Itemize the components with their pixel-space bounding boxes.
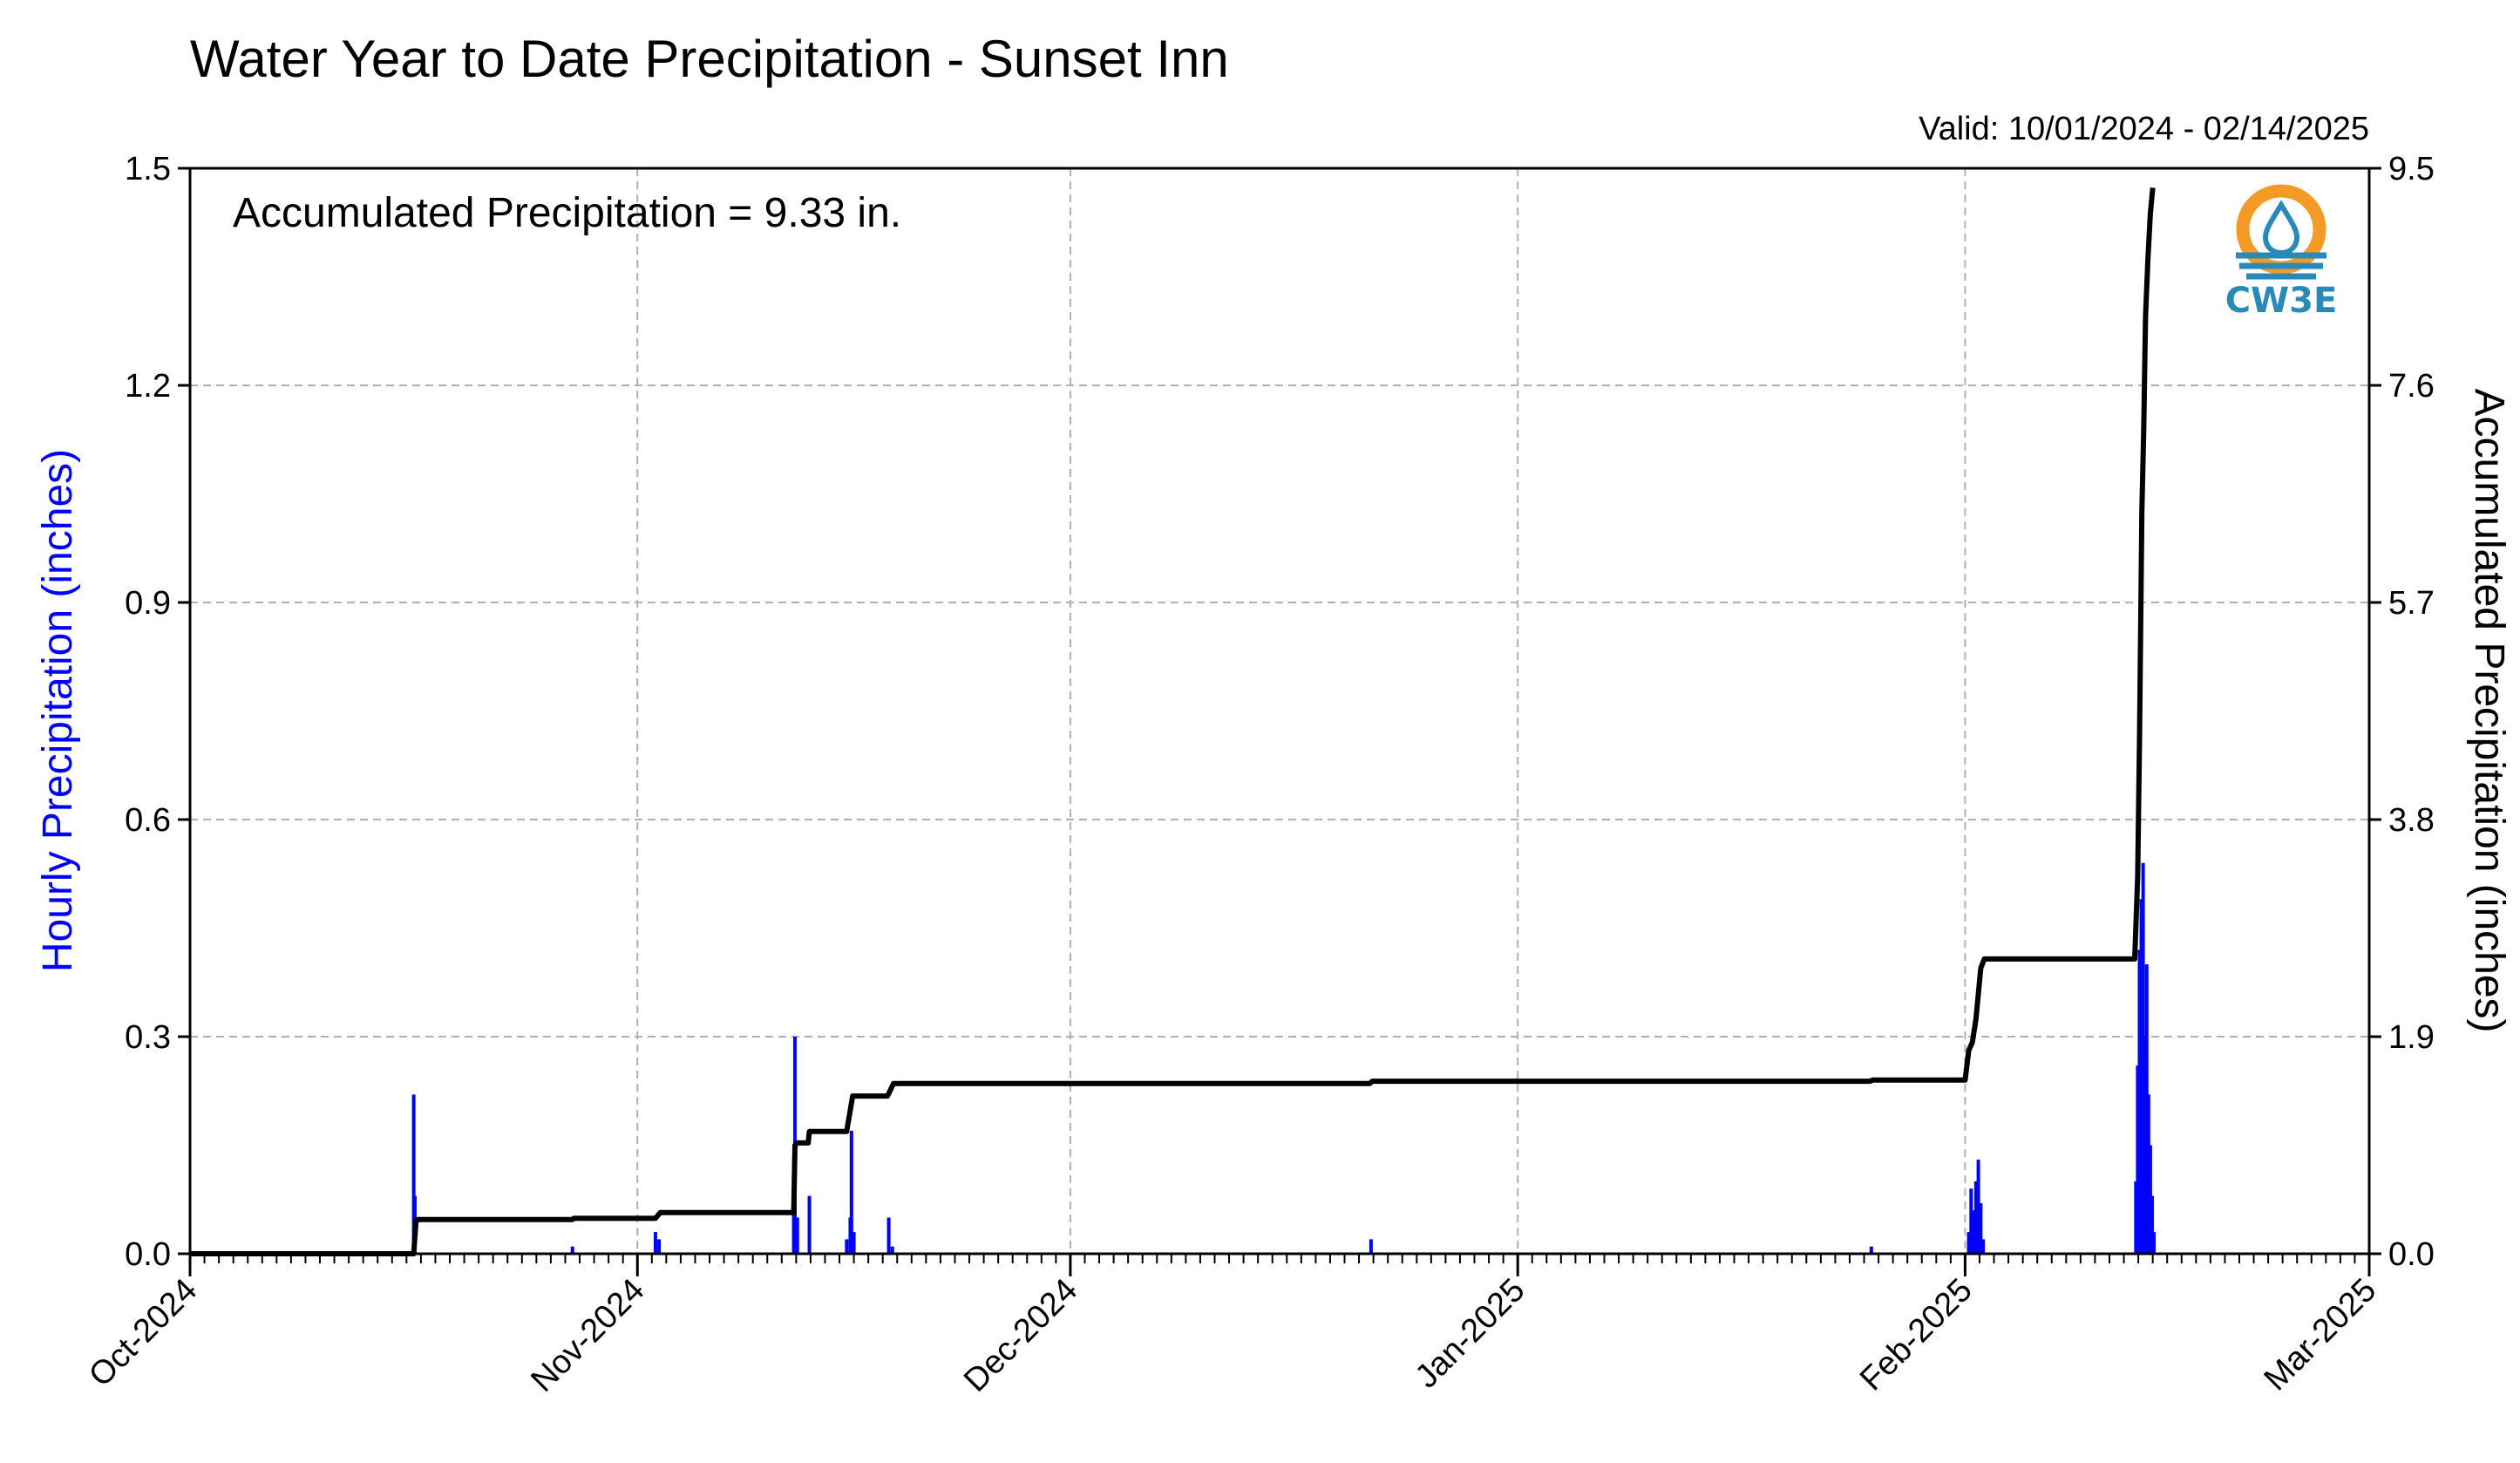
hourly-bar <box>1979 1202 1983 1254</box>
hourly-bar <box>2136 1065 2140 1254</box>
y-tick-label: 1.2 <box>125 368 171 405</box>
y-axis-left-label: Hourly Precipitation (inches) <box>35 449 81 972</box>
hourly-bar <box>1972 1210 1976 1254</box>
x-tick-label: Mar-2025 <box>2258 1272 2384 1398</box>
x-tick-label: Jan-2025 <box>1409 1272 1532 1396</box>
hourly-bar <box>1966 1232 1971 1254</box>
hourly-bar <box>886 1217 891 1254</box>
hourly-bar <box>411 1094 416 1254</box>
hourly-bar <box>890 1246 894 1254</box>
y-tick-label: 0.3 <box>125 1019 171 1056</box>
accumulated-total-annotation: Accumulated Precipitation = 9.33 in. <box>233 190 901 236</box>
plot-frame <box>188 167 2371 1255</box>
hourly-bar <box>1981 1239 1986 1254</box>
accumulated-line-layer <box>190 187 2156 1256</box>
accumulated-line <box>190 187 2156 1256</box>
hourly-bar <box>570 1246 574 1254</box>
hourly-bar <box>1976 1160 1980 1254</box>
hourly-bar <box>657 1239 662 1254</box>
hourly-bar <box>795 1217 799 1254</box>
x-tick-label: Nov-2024 <box>524 1272 651 1399</box>
y2-tick-label: 3.8 <box>2388 802 2435 839</box>
logo-drop-icon <box>2262 200 2300 256</box>
grid-lines <box>190 168 2369 1254</box>
hourly-bar <box>1973 1181 1978 1254</box>
x-tick-label: Feb-2025 <box>1853 1272 1980 1398</box>
hourly-bar <box>2144 964 2149 1254</box>
hourly-bar <box>849 1130 853 1254</box>
hourly-bar <box>1869 1246 1873 1254</box>
chart-title: Water Year to Date Precipitation - Sunse… <box>190 30 1229 88</box>
hourly-bar <box>1969 1188 1973 1254</box>
hourly-bar <box>807 1195 812 1254</box>
hourly-bar <box>845 1239 849 1254</box>
cw3e-logo: CW3E <box>2225 184 2338 321</box>
hourly-bar <box>2141 862 2145 1254</box>
hourly-bar <box>653 1232 657 1254</box>
y-axis-right: 0.0 1.9 3.8 5.7 7.6 9.5 <box>2369 151 2435 1273</box>
hourly-bar <box>2148 1145 2152 1254</box>
y-tick-label: 0.0 <box>125 1236 171 1273</box>
valid-range: Valid: 10/01/2024 - 02/14/2025 <box>1919 111 2369 147</box>
y2-tick-label: 7.6 <box>2388 368 2435 405</box>
logo-waves <box>2236 252 2326 280</box>
y2-tick-label: 1.9 <box>2388 1019 2435 1056</box>
x-axis: Oct-2024 Nov-2024 Dec-2024 Jan-2025 Feb-2025… <box>82 1254 2383 1399</box>
hourly-bar <box>2139 899 2143 1254</box>
hourly-bar <box>2134 1181 2138 1254</box>
hourly-bar <box>852 1232 856 1254</box>
hourly-bar <box>2150 1195 2154 1254</box>
hourly-bars <box>411 862 2157 1254</box>
x-tick-label: Oct-2024 <box>82 1272 204 1394</box>
x-tick-label: Dec-2024 <box>957 1272 1084 1399</box>
y-tick-label: 0.9 <box>125 585 171 622</box>
y-axis-left: 0.0 0.3 0.6 0.9 1.2 1.5 <box>125 151 190 1273</box>
hourly-bar <box>1369 1239 1373 1254</box>
hourly-bar <box>2146 1094 2150 1254</box>
hourly-bar <box>2137 949 2142 1254</box>
y-tick-label: 1.5 <box>125 151 171 187</box>
y2-tick-label: 5.7 <box>2388 585 2435 622</box>
y-tick-label: 0.6 <box>125 802 171 839</box>
y2-tick-label: 0.0 <box>2388 1236 2435 1273</box>
hourly-bar <box>2152 1232 2157 1254</box>
y2-tick-label: 9.5 <box>2388 151 2435 187</box>
hourly-bar <box>2143 1037 2147 1254</box>
logo-text: CW3E <box>2225 281 2338 321</box>
y-axis-right-label: Accumulated Precipitation (inches) <box>2466 388 2512 1032</box>
